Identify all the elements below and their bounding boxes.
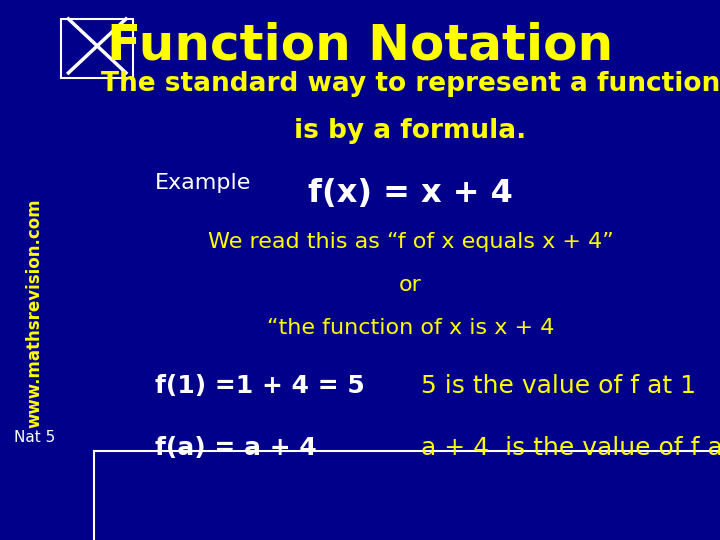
Text: a + 4  is the value of f at a: a + 4 is the value of f at a — [421, 436, 720, 460]
Text: f(1) =1 + 4 = 5: f(1) =1 + 4 = 5 — [155, 374, 364, 398]
Text: “the function of x is x + 4: “the function of x is x + 4 — [266, 318, 554, 339]
Text: We read this as “f of x equals x + 4”: We read this as “f of x equals x + 4” — [207, 232, 613, 252]
Text: www.mathsrevision.com: www.mathsrevision.com — [26, 198, 44, 428]
Text: Nat 5: Nat 5 — [14, 430, 55, 445]
Text: is by a formula.: is by a formula. — [294, 118, 526, 144]
Text: Example: Example — [155, 172, 251, 193]
Text: f(a) = a + 4: f(a) = a + 4 — [155, 436, 317, 460]
Text: 5 is the value of f at 1: 5 is the value of f at 1 — [421, 374, 696, 398]
Text: or: or — [399, 275, 422, 295]
Text: Function Notation: Function Notation — [107, 22, 613, 70]
Text: f(x) = x + 4: f(x) = x + 4 — [308, 178, 513, 209]
Text: The standard way to represent a function: The standard way to represent a function — [101, 71, 720, 97]
